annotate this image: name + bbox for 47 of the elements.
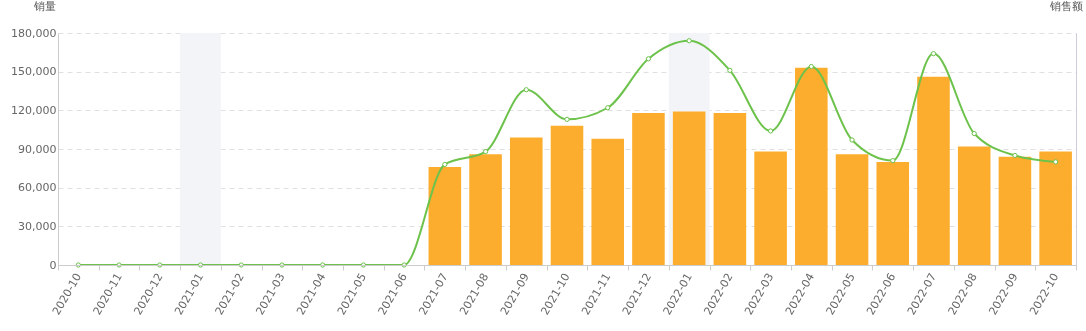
bar xyxy=(550,125,584,265)
bar xyxy=(917,76,950,265)
y-tick-label: 30,000 xyxy=(18,219,57,233)
point xyxy=(564,116,570,122)
point xyxy=(238,262,244,268)
bar xyxy=(428,167,462,265)
point xyxy=(401,262,407,268)
bar xyxy=(754,151,787,265)
point xyxy=(320,262,326,268)
point xyxy=(808,63,814,70)
bar xyxy=(835,154,869,265)
y-tick-label: 150,000 xyxy=(11,65,57,79)
point xyxy=(645,56,652,62)
bar xyxy=(795,67,828,265)
bar xyxy=(957,146,991,265)
y-tick-label: 90,000 xyxy=(18,142,57,156)
y2-axis-title: 销售额 xyxy=(1048,0,1083,13)
point xyxy=(523,87,529,93)
y-axis-title: 销量 xyxy=(32,0,56,13)
y-tick-label: 120,000 xyxy=(11,103,57,117)
point xyxy=(360,262,367,268)
point xyxy=(482,148,489,155)
bar xyxy=(1039,151,1072,265)
bar xyxy=(713,112,747,265)
point xyxy=(197,262,204,268)
point xyxy=(767,128,774,134)
bar xyxy=(591,138,625,265)
point xyxy=(727,67,733,73)
y-tick-label: 0 xyxy=(49,258,57,272)
y-tick-label: 180,000 xyxy=(11,26,57,40)
point xyxy=(75,262,81,268)
point xyxy=(1012,152,1018,159)
bar xyxy=(998,156,1032,265)
point xyxy=(442,161,448,168)
point xyxy=(971,130,977,137)
point xyxy=(605,105,611,111)
bar xyxy=(509,137,543,265)
point xyxy=(1053,159,1059,165)
bar xyxy=(876,161,910,265)
point xyxy=(849,137,855,143)
point xyxy=(157,262,163,268)
bar xyxy=(632,112,665,265)
bar xyxy=(469,154,502,265)
point xyxy=(930,51,937,57)
point xyxy=(686,38,692,44)
y-tick-label: 60,000 xyxy=(18,181,57,195)
point xyxy=(890,157,896,164)
